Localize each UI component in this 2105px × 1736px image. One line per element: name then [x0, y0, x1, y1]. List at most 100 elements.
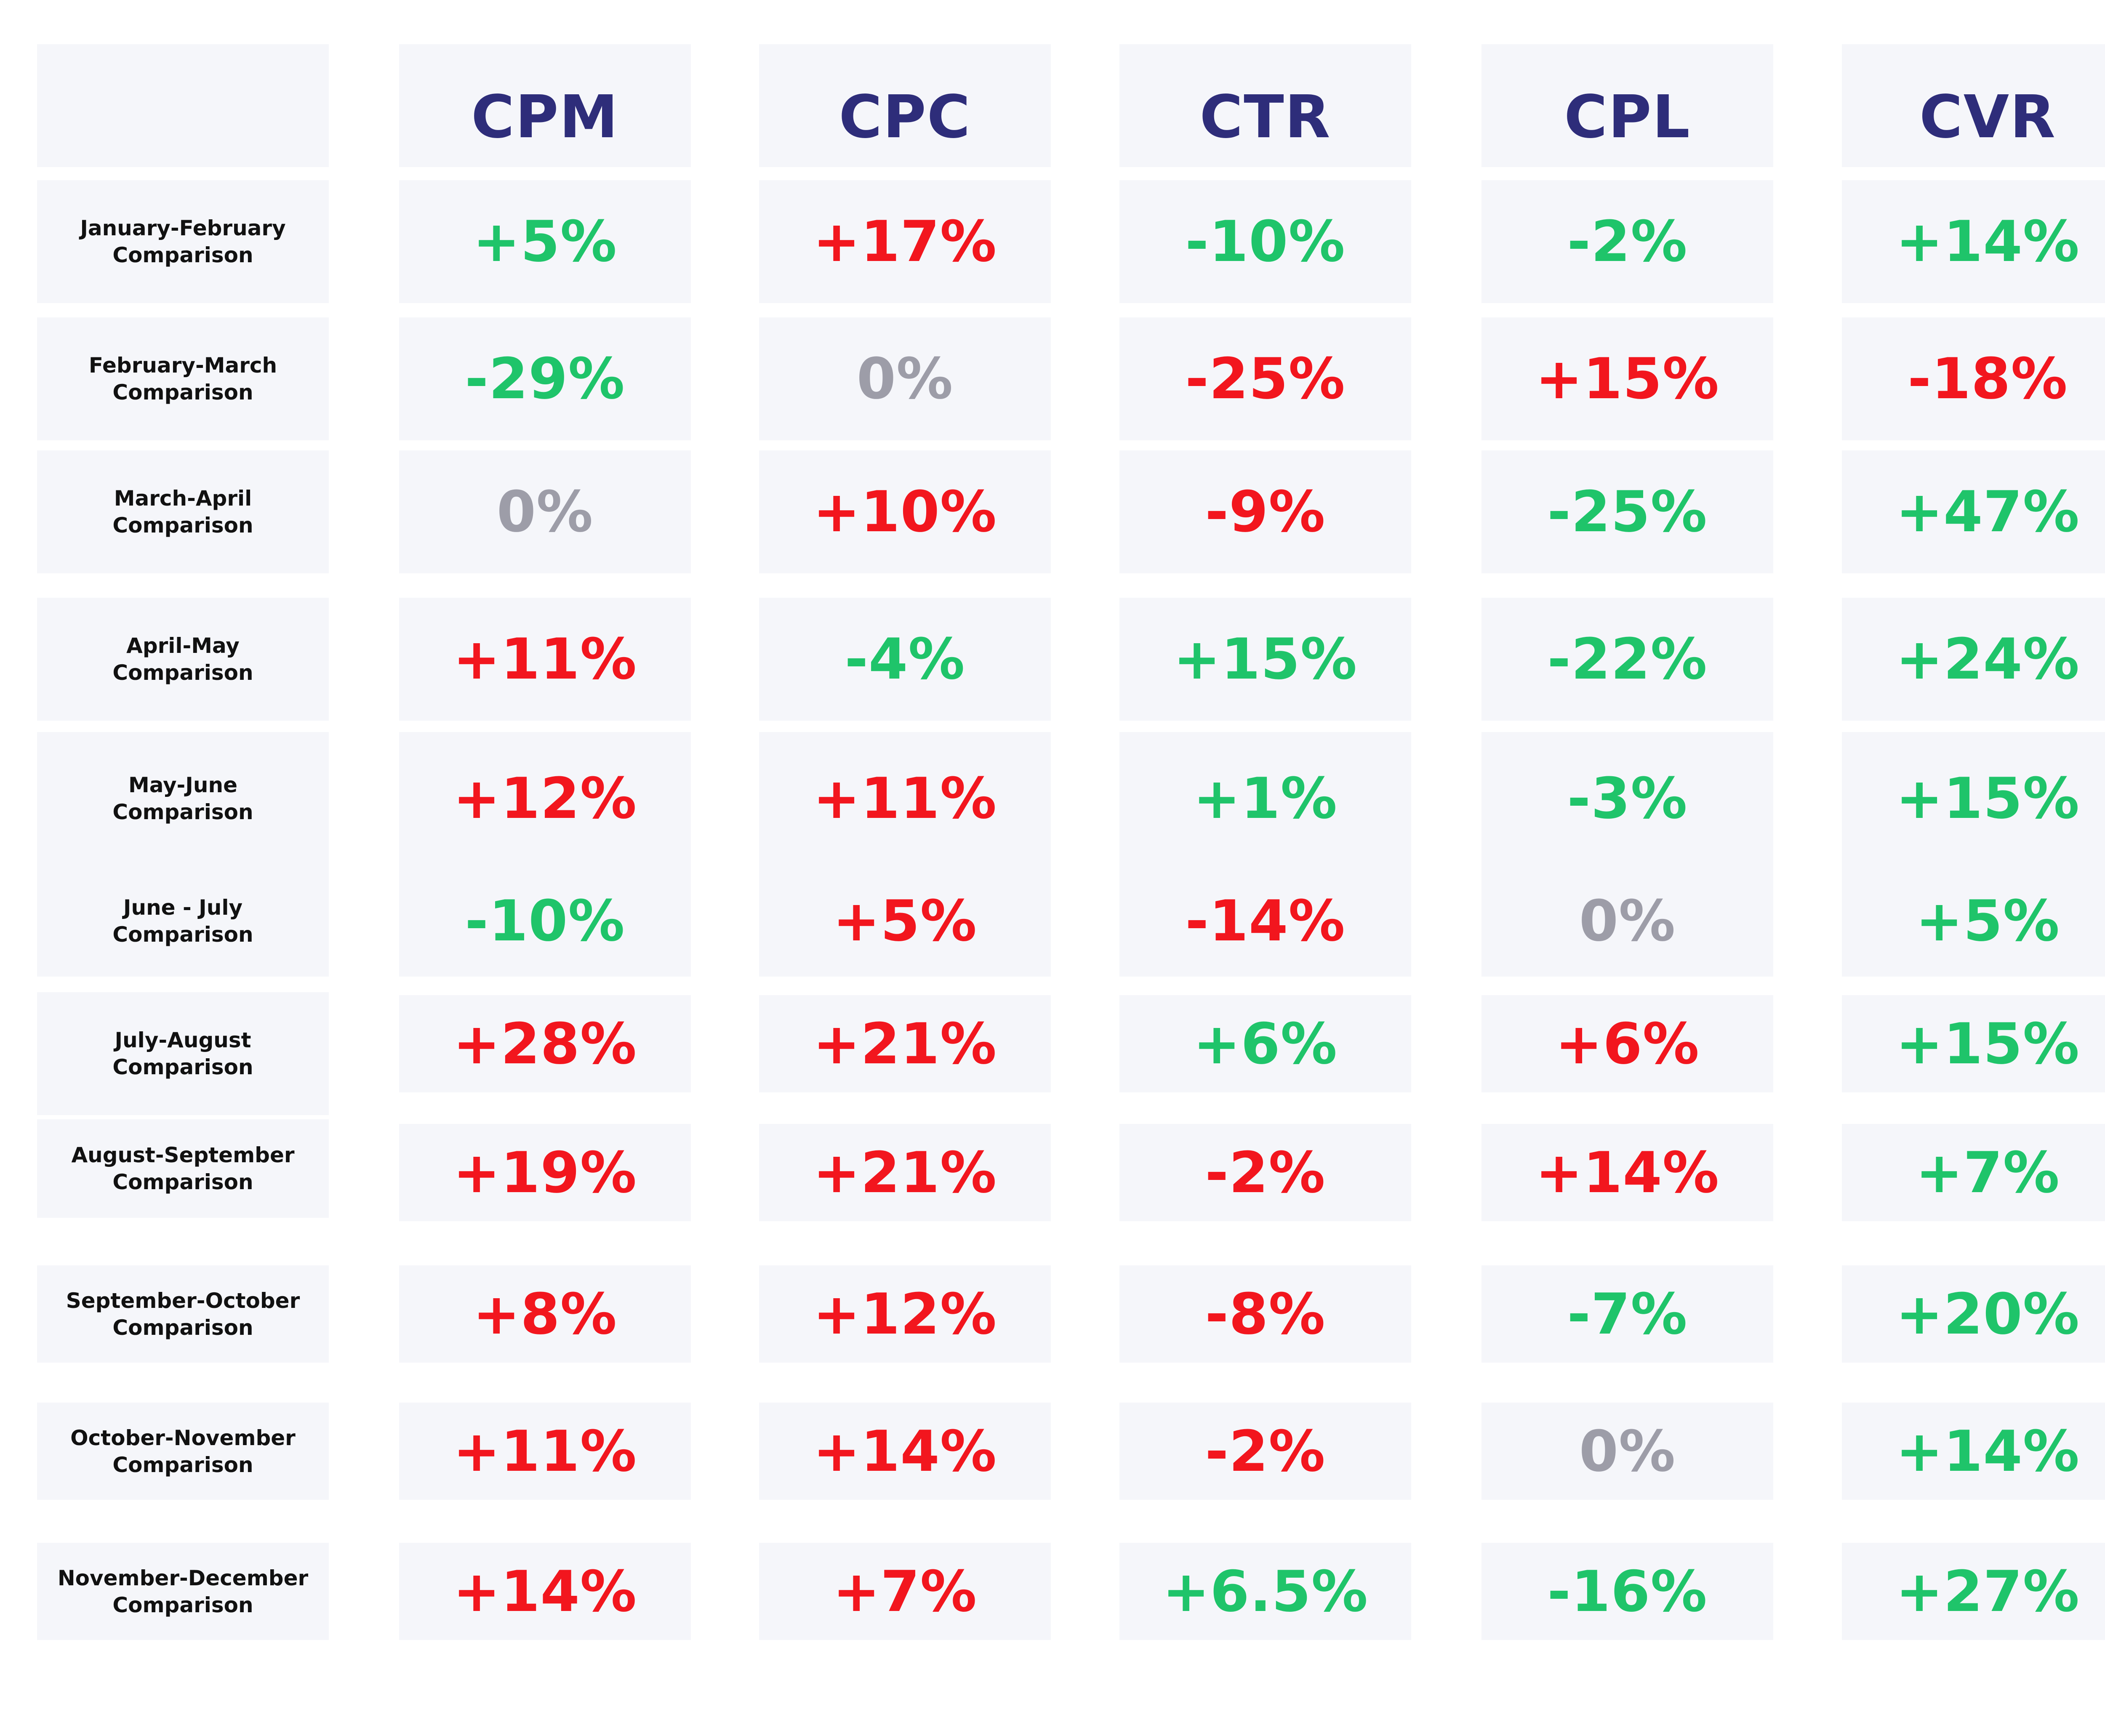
- row-label: July-August Comparison: [112, 1027, 253, 1081]
- row-label-cell: January-February Comparison: [37, 180, 329, 303]
- value-cpm: +11%: [453, 626, 637, 692]
- value-ctr: -2%: [1205, 1418, 1326, 1484]
- value-ctr: -14%: [1185, 888, 1346, 954]
- value-cell: +14%: [759, 1403, 1051, 1500]
- row-label-cell: June - July Comparison: [37, 865, 329, 977]
- value-cell: +14%: [1842, 1403, 2105, 1500]
- row-label-cell: February-March Comparison: [37, 317, 329, 440]
- value-cpc: +14%: [813, 1418, 997, 1484]
- value-cvr: +14%: [1895, 1418, 2080, 1484]
- header-corner-cell: [37, 44, 329, 167]
- value-cell: +12%: [399, 732, 691, 865]
- value-cell: +15%: [1842, 995, 2105, 1092]
- value-cell: +15%: [1119, 598, 1411, 721]
- row-label-period: November-December: [57, 1566, 309, 1590]
- value-cpl: +6%: [1555, 1011, 1700, 1077]
- value-cvr: +24%: [1895, 626, 2080, 692]
- value-cell: -2%: [1481, 180, 1773, 303]
- value-cpm: +12%: [453, 766, 637, 831]
- row-label: March-April Comparison: [112, 485, 253, 539]
- value-cell: -2%: [1119, 1403, 1411, 1500]
- value-cell: +14%: [399, 1543, 691, 1640]
- value-cpc: +5%: [833, 888, 977, 954]
- value-cell: +7%: [759, 1543, 1051, 1640]
- value-cpl: -7%: [1567, 1281, 1688, 1347]
- value-cpc: 0%: [856, 346, 954, 412]
- value-cell: -9%: [1119, 450, 1411, 573]
- value-cell: +11%: [399, 1403, 691, 1500]
- row-label-period: September-October: [66, 1288, 300, 1313]
- value-cell: -10%: [1119, 180, 1411, 303]
- row-label-cell: September-October Comparison: [37, 1265, 329, 1363]
- value-cell: -7%: [1481, 1265, 1773, 1363]
- row-label-cell: March-April Comparison: [37, 450, 329, 573]
- column-header-cpc: CPC: [759, 44, 1051, 167]
- value-cpl: -16%: [1547, 1558, 1708, 1624]
- value-cell: -22%: [1481, 598, 1773, 721]
- value-cell: +5%: [759, 865, 1051, 977]
- value-cpl: -22%: [1547, 626, 1708, 692]
- row-label-cell: May-June Comparison: [37, 732, 329, 865]
- value-cell: +12%: [759, 1265, 1051, 1363]
- column-header-label: CPM: [471, 83, 619, 152]
- row-label-period: March-April: [114, 486, 252, 511]
- value-cell: -14%: [1119, 865, 1411, 977]
- value-cpl: +15%: [1535, 346, 1719, 412]
- value-cpm: +19%: [453, 1140, 637, 1206]
- value-cell: +6%: [1481, 995, 1773, 1092]
- value-cell: +8%: [399, 1265, 691, 1363]
- value-cell: +27%: [1842, 1543, 2105, 1640]
- row-label: May-June Comparison: [112, 772, 253, 825]
- row-label: June - July Comparison: [112, 894, 253, 948]
- row-label-cell: April-May Comparison: [37, 598, 329, 721]
- value-ctr: +6%: [1193, 1011, 1338, 1077]
- value-cpc: -4%: [845, 626, 965, 692]
- row-label-suffix: Comparison: [112, 1055, 253, 1079]
- row-label-suffix: Comparison: [112, 660, 253, 685]
- row-label-period: August-September: [71, 1143, 295, 1167]
- value-cvr: +15%: [1895, 766, 2080, 831]
- row-label-suffix: Comparison: [112, 1315, 253, 1340]
- row-label-period: June - July: [123, 895, 243, 920]
- value-cvr: +5%: [1916, 888, 2060, 954]
- value-cell: -10%: [399, 865, 691, 977]
- row-label-period: January-February: [80, 216, 286, 240]
- value-cell: -25%: [1119, 317, 1411, 440]
- value-cell: 0%: [1481, 865, 1773, 977]
- value-cell: +1%: [1119, 732, 1411, 865]
- value-cell: +21%: [759, 1124, 1051, 1221]
- row-label: February-March Comparison: [89, 352, 277, 406]
- value-cell: +14%: [1842, 180, 2105, 303]
- value-cell: +11%: [399, 598, 691, 721]
- value-cell: +7%: [1842, 1124, 2105, 1221]
- value-cell: +19%: [399, 1124, 691, 1221]
- value-cvr: +27%: [1895, 1558, 2080, 1624]
- value-cell: -29%: [399, 317, 691, 440]
- column-header-cpm: CPM: [399, 44, 691, 167]
- row-label-suffix: Comparison: [112, 800, 253, 824]
- value-ctr: +1%: [1193, 766, 1338, 831]
- row-label: October-November Comparison: [70, 1424, 296, 1478]
- row-label: August-September Comparison: [71, 1142, 294, 1195]
- value-cvr: +20%: [1895, 1281, 2080, 1347]
- row-label-suffix: Comparison: [112, 1170, 253, 1194]
- value-cpm: -10%: [465, 888, 625, 954]
- value-cell: -18%: [1842, 317, 2105, 440]
- value-cell: +15%: [1481, 317, 1773, 440]
- value-cpm: 0%: [496, 479, 594, 545]
- value-cell: -2%: [1119, 1124, 1411, 1221]
- value-cpl: 0%: [1579, 888, 1676, 954]
- value-cpm: +28%: [453, 1011, 637, 1077]
- column-header-label: CPC: [839, 83, 971, 152]
- value-cell: 0%: [1481, 1403, 1773, 1500]
- value-cell: +47%: [1842, 450, 2105, 573]
- row-label-suffix: Comparison: [112, 243, 253, 267]
- value-ctr: -25%: [1185, 346, 1346, 412]
- value-cell: -3%: [1481, 732, 1773, 865]
- value-cpc: +7%: [833, 1558, 977, 1624]
- row-label-cell: November-December Comparison: [37, 1543, 329, 1640]
- value-cell: -4%: [759, 598, 1051, 721]
- value-cell: +5%: [399, 180, 691, 303]
- value-cell: +24%: [1842, 598, 2105, 721]
